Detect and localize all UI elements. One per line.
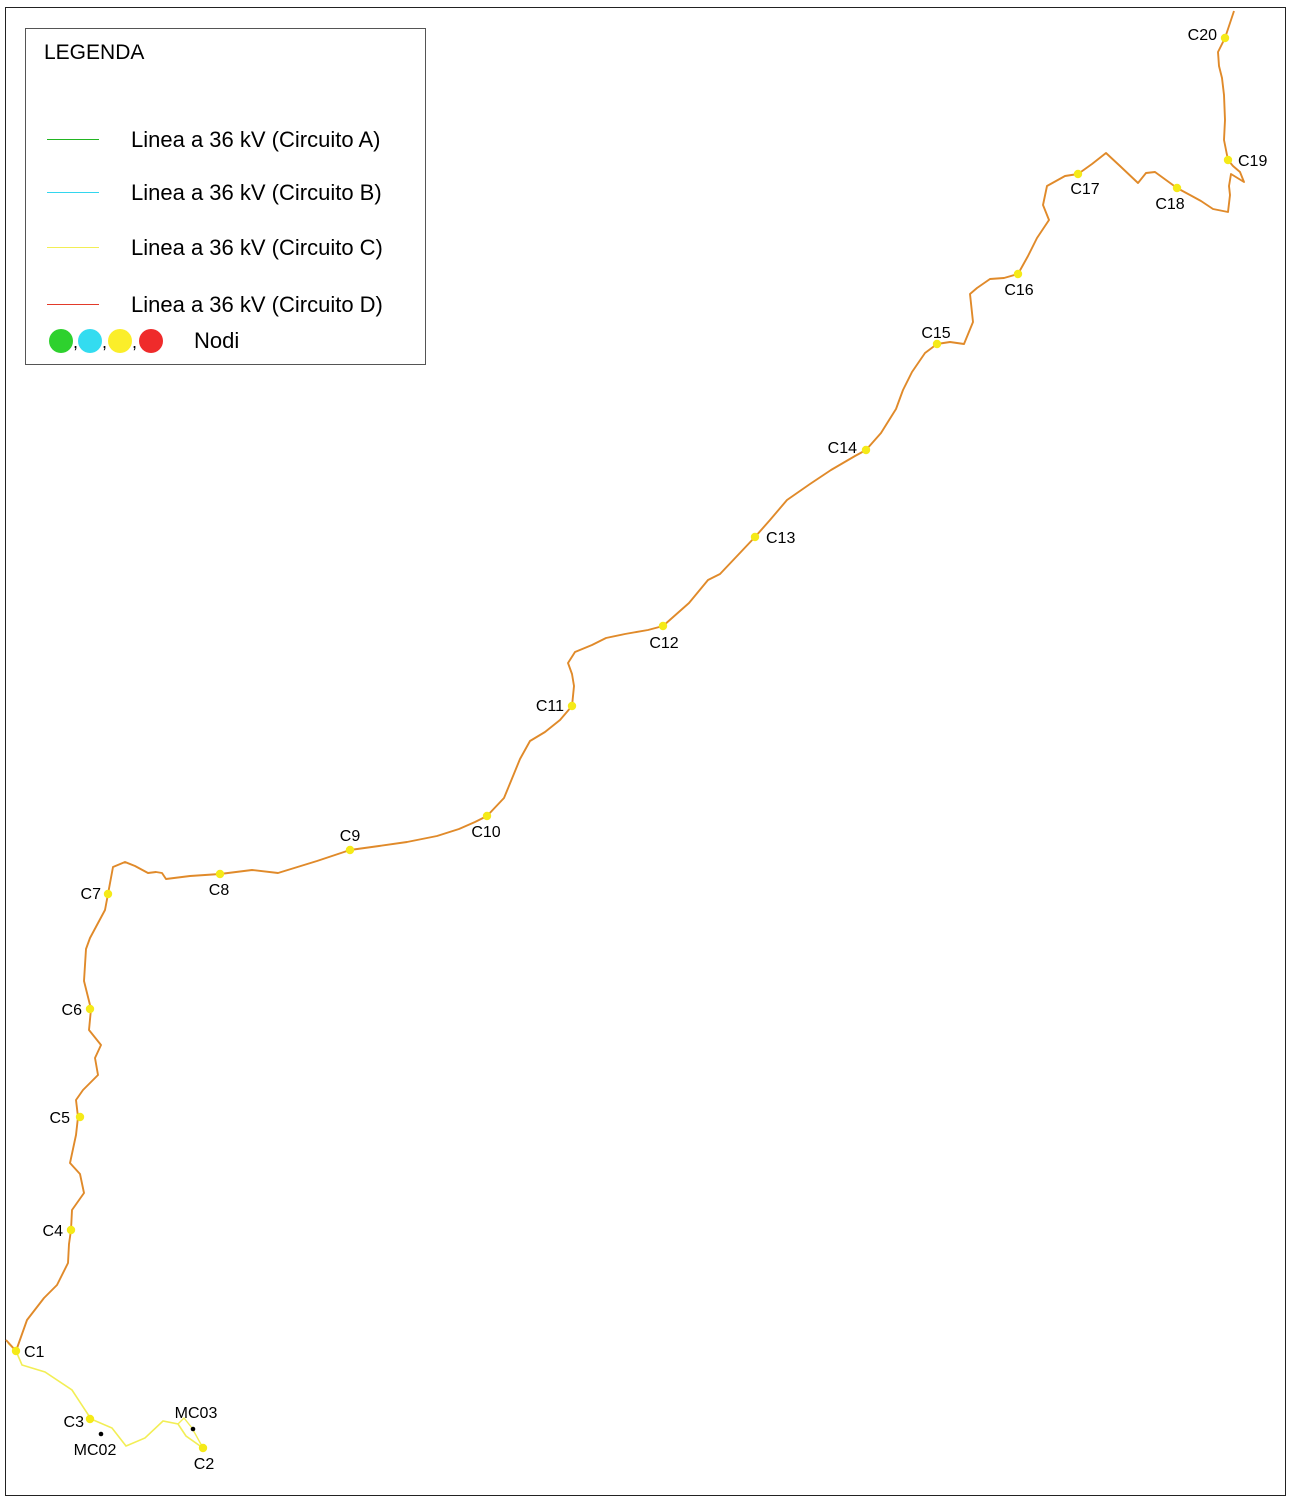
legend-node-dots: , , ,	[46, 326, 186, 356]
node-c9[interactable]	[345, 845, 355, 855]
node-c4[interactable]	[66, 1225, 76, 1235]
node-c14[interactable]	[861, 445, 871, 455]
legend-swatch-circuit-d	[47, 304, 99, 305]
legend-title: LEGENDA	[44, 41, 145, 64]
legend-label-nodes: Nodi	[194, 328, 240, 353]
node-label-c5: C5	[50, 1110, 71, 1127]
legend-item-circuit-a: Linea a 36 kV (Circuito A)	[26, 125, 425, 155]
node-c5[interactable]	[75, 1112, 85, 1122]
legend-label-circuit-b: Linea a 36 kV (Circuito B)	[131, 180, 382, 205]
node-c19[interactable]	[1223, 155, 1233, 165]
legend: LEGENDA Linea a 36 kV (Circuito A) Linea…	[25, 28, 426, 365]
node-label-c6: C6	[62, 1002, 83, 1019]
node-label-c17: C17	[1070, 181, 1099, 198]
marker-label-mc02: MC02	[74, 1442, 117, 1459]
legend-item-circuit-c: Linea a 36 kV (Circuito C)	[26, 233, 425, 263]
node-label-c8: C8	[209, 882, 230, 899]
node-dot-red-icon	[139, 329, 163, 353]
branch-line-c-2	[177, 1416, 204, 1449]
legend-swatch-circuit-b	[47, 192, 99, 193]
node-label-c12: C12	[649, 635, 678, 652]
node-c12[interactable]	[658, 621, 668, 631]
node-c3[interactable]	[85, 1414, 95, 1424]
legend-item-circuit-d: Linea a 36 kV (Circuito D)	[26, 290, 425, 320]
node-label-c15: C15	[921, 325, 950, 342]
node-label-c4: C4	[43, 1223, 64, 1240]
node-c13[interactable]	[750, 532, 760, 542]
node-c7[interactable]	[103, 889, 113, 899]
legend-swatch-circuit-c	[47, 247, 99, 248]
legend-label-circuit-a: Linea a 36 kV (Circuito A)	[131, 127, 381, 152]
node-c8[interactable]	[215, 869, 225, 879]
node-c1[interactable]	[11, 1346, 21, 1356]
node-label-c18: C18	[1155, 196, 1184, 213]
node-c17[interactable]	[1073, 169, 1083, 179]
node-c18[interactable]	[1172, 183, 1182, 193]
node-label-c9: C9	[340, 828, 361, 845]
node-c6[interactable]	[85, 1004, 95, 1014]
node-dot-yellow-icon	[108, 329, 132, 353]
marker-label-mc03: MC03	[175, 1405, 218, 1422]
node-label-c1: C1	[24, 1344, 45, 1361]
marker-mc03[interactable]	[190, 1426, 196, 1432]
node-label-c14: C14	[828, 440, 857, 457]
legend-item-nodes: , , , Nodi	[26, 326, 425, 356]
node-c10[interactable]	[482, 811, 492, 821]
marker-mc02[interactable]	[98, 1431, 104, 1437]
node-c16[interactable]	[1013, 269, 1023, 279]
legend-label-circuit-c: Linea a 36 kV (Circuito C)	[131, 235, 383, 260]
node-c2[interactable]	[198, 1443, 208, 1453]
node-label-c13: C13	[766, 530, 795, 547]
node-label-c16: C16	[1004, 282, 1033, 299]
legend-swatch-circuit-a	[47, 139, 99, 140]
node-label-c10: C10	[471, 824, 500, 841]
node-c15[interactable]	[932, 339, 942, 349]
node-label-c11: C11	[536, 698, 564, 715]
node-c20[interactable]	[1220, 33, 1230, 43]
node-dot-green-icon	[49, 329, 73, 353]
node-label-c20: C20	[1188, 27, 1217, 44]
node-dot-cyan-icon	[78, 329, 102, 353]
node-label-c7: C7	[81, 886, 102, 903]
node-label-c3: C3	[64, 1414, 85, 1431]
legend-label-circuit-d: Linea a 36 kV (Circuito D)	[131, 292, 383, 317]
node-label-c19: C19	[1238, 153, 1267, 170]
legend-item-circuit-b: Linea a 36 kV (Circuito B)	[26, 178, 425, 208]
node-c11[interactable]	[567, 701, 577, 711]
node-label-c2: C2	[194, 1456, 215, 1473]
